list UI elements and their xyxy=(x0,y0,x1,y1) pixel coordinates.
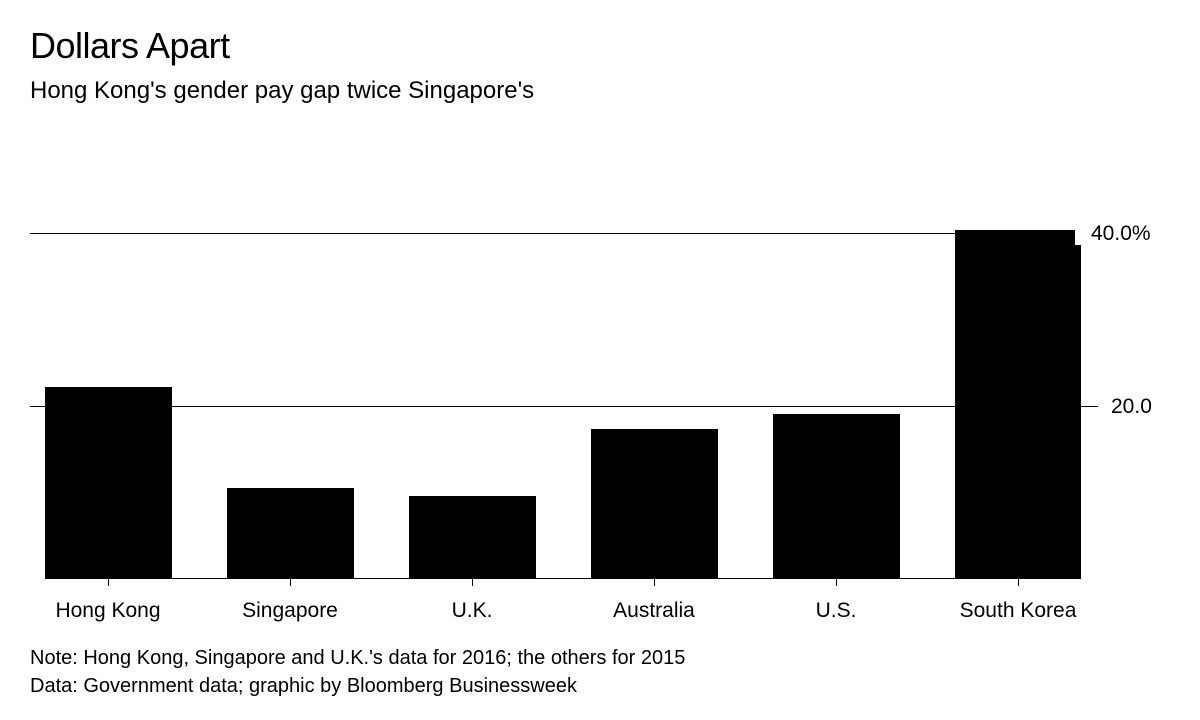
x-label-singapore: Singapore xyxy=(242,599,338,622)
x-tick-uk xyxy=(472,578,473,586)
x-tick-singapore xyxy=(290,578,291,586)
x-tick-south-korea xyxy=(1018,578,1019,586)
chart-subtitle: Hong Kong's gender pay gap twice Singapo… xyxy=(30,77,535,104)
footnote: Note: Hong Kong, Singapore and U.K.'s da… xyxy=(30,647,686,669)
gridline-40 xyxy=(30,233,1080,234)
bar-us xyxy=(773,414,900,578)
y-tick-label-20: 20.0 xyxy=(1111,395,1152,418)
x-label-us: U.S. xyxy=(815,599,857,622)
bar-hong-kong xyxy=(45,387,172,578)
x-tick-us xyxy=(836,578,837,586)
bar-south-korea xyxy=(955,230,1081,578)
x-label-south-korea: South Korea xyxy=(959,599,1077,622)
gridline-20 xyxy=(30,406,1098,407)
bar-singapore xyxy=(227,488,354,578)
bar-uk xyxy=(409,496,536,578)
x-label-australia: Australia xyxy=(613,599,695,622)
x-tick-australia xyxy=(654,578,655,586)
x-tick-hong-kong xyxy=(108,578,109,586)
bar-australia xyxy=(591,429,718,578)
chart-title: Dollars Apart xyxy=(30,25,230,66)
x-label-hong-kong: Hong Kong xyxy=(55,599,161,622)
label-mask xyxy=(1075,230,1081,245)
x-label-uk: U.K. xyxy=(451,599,493,622)
x-axis-baseline xyxy=(45,578,1081,579)
source-note: Data: Government data; graphic by Bloomb… xyxy=(30,675,577,697)
y-tick-label-40: 40.0% xyxy=(1091,222,1151,245)
